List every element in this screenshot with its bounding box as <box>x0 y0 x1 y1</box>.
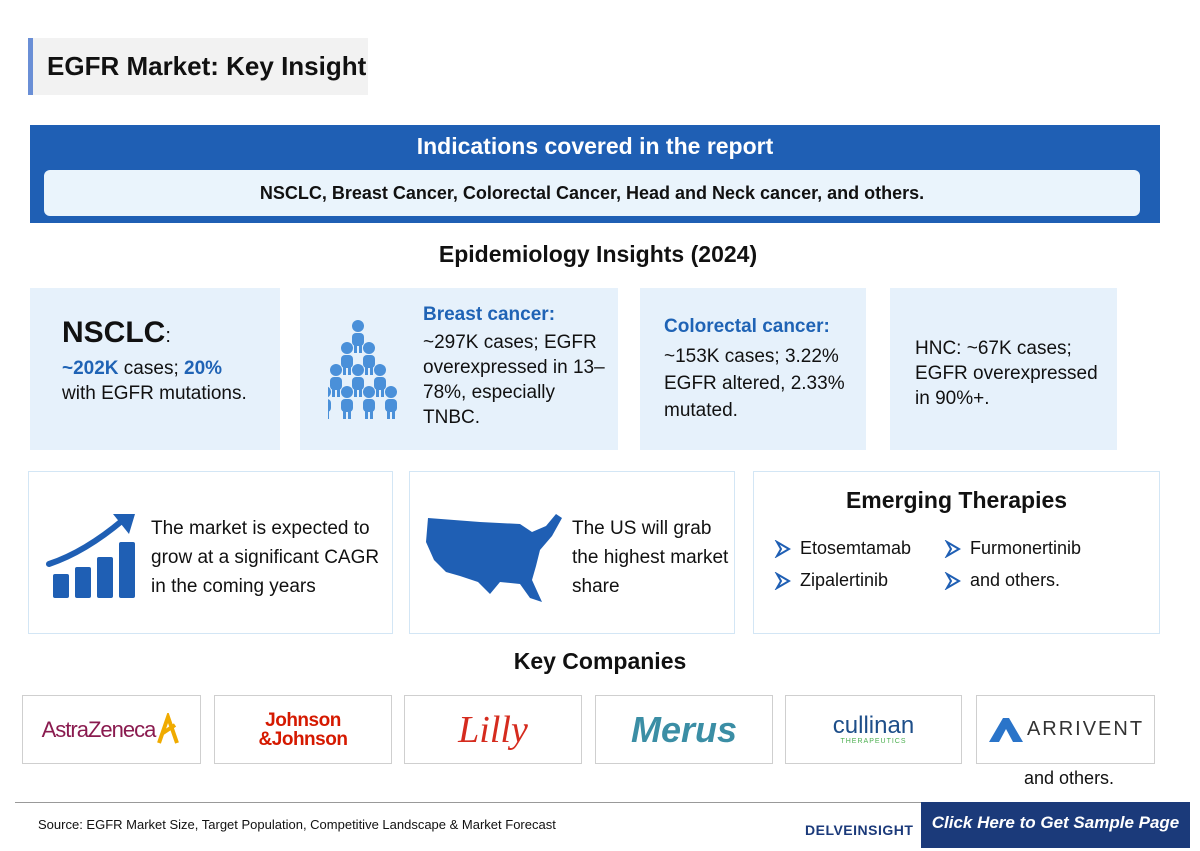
page-title: EGFR Market: Key Insight <box>47 51 367 81</box>
colorectal-text: ~153K cases; 3.22% EGFR altered, 2.33% m… <box>664 346 845 421</box>
therapy-name: Furmonertinib <box>970 538 1082 558</box>
logo-text: ARRIVENT <box>1026 718 1145 740</box>
logo-text: Johnson <box>265 709 341 731</box>
therapy-item: Furmonertinib <box>944 538 1081 559</box>
therapies-box: Emerging Therapies Etosemtamab Furmonerti… <box>753 471 1160 634</box>
logo-text: &Johnson <box>258 728 348 750</box>
breast-card: Breast cancer: ~297K cases; EGFR overexp… <box>300 288 618 450</box>
therapy-item: and others. <box>944 570 1060 591</box>
bullet-icon <box>774 539 791 558</box>
indications-band: Indications covered in the report NSCLC,… <box>30 125 1160 223</box>
growth-icon <box>46 514 135 598</box>
logo-lilly: Lilly <box>404 695 582 764</box>
us-map-icon <box>426 514 562 602</box>
therapy-name: and others. <box>970 570 1061 590</box>
nsclc-heading: NSCLC: <box>62 316 171 350</box>
logo-text: cullinan <box>832 712 915 739</box>
nsclc-text: ~202K cases; 20% with EGFR mutations. <box>62 356 277 406</box>
share: 20% <box>184 358 223 379</box>
source: Source: EGFR Market Size, Target Populat… <box>38 817 556 832</box>
cases-text: cases; <box>118 358 185 379</box>
colorectal-title: Colorectal cancer: <box>664 316 830 337</box>
brand: DELVEINSIGHT <box>805 822 914 838</box>
logo-subtext: THERAPEUTICS <box>840 738 907 745</box>
therapy-name: Zipalertinib <box>800 570 889 590</box>
bullet-icon <box>944 571 961 590</box>
footer-line <box>15 802 921 803</box>
people-icon <box>328 320 397 419</box>
therapy-item: Zipalertinib <box>774 570 888 591</box>
region-box: The US will grab the highest market shar… <box>409 471 735 634</box>
indications-title: Indications covered in the report <box>416 133 774 159</box>
hnc-card: HNC: ~67K cases; EGFR overexpressed in 9… <box>890 288 1117 450</box>
logo-text: AstraZeneca <box>41 716 157 742</box>
breast-title: Breast cancer: <box>423 304 556 325</box>
companies-more: and others. <box>1024 768 1115 788</box>
colorectal-card: Colorectal cancer: ~153K cases; 3.22% EG… <box>640 288 866 450</box>
logo-mark <box>988 717 1023 742</box>
logo-text: Merus <box>630 708 738 750</box>
therapy-name: Etosemtamab <box>800 538 912 558</box>
breast-text: ~297K cases; EGFR overexpressed in 13–78… <box>423 332 605 428</box>
share-text: with EGFR mutations. <box>62 383 247 404</box>
therapies-title: Emerging Therapies <box>845 487 1068 513</box>
bullet-icon <box>944 539 961 558</box>
logo-merus: Merus <box>595 695 773 764</box>
nsclc-card: NSCLC: ~202K cases; 20% with EGFR mutatio… <box>30 288 280 450</box>
bullet-icon <box>774 571 791 590</box>
logo-cullinan: cullinan THERAPEUTICS <box>785 695 962 764</box>
logo-arrivent: ARRIVENT <box>976 695 1155 764</box>
title-box: EGFR Market: Key Insight <box>28 38 368 95</box>
logo-text: Lilly <box>458 708 528 751</box>
region-text: The US will grab the highest market shar… <box>572 518 729 597</box>
logo-astrazeneca: AstraZeneca <box>22 695 201 764</box>
hnc-text: HNC: ~67K cases; EGFR overexpressed in 9… <box>915 338 1098 409</box>
cta-button[interactable]: Click Here to Get Sample Page <box>921 802 1190 848</box>
companies-title: Key Companies <box>513 648 687 674</box>
market-text: The market is expected to grow at a sign… <box>151 518 380 597</box>
cases: ~202K <box>62 358 119 379</box>
logo-mark <box>157 712 180 744</box>
nsclc-title: NSCLC <box>62 316 166 349</box>
colon: : <box>165 325 171 347</box>
therapy-item: Etosemtamab <box>774 538 911 559</box>
indications-text: NSCLC, Breast Cancer, Colorectal Cancer,… <box>44 170 1140 216</box>
logo-jnj: Johnson &Johnson <box>214 695 392 764</box>
market-box: The market is expected to grow at a sign… <box>28 471 393 634</box>
epi-title: Epidemiology Insights (2024) <box>438 241 758 267</box>
